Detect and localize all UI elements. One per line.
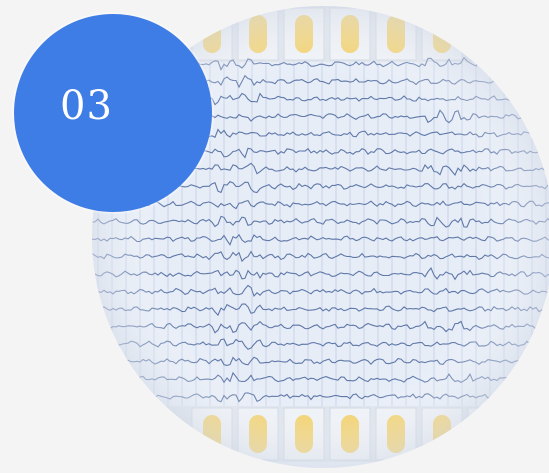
capsule-icon [525,15,543,53]
step-number-badge: 03 [14,14,212,212]
step-number: 03 [60,83,113,129]
capsule-icon [479,15,497,53]
capsule-icon [479,415,497,453]
capsule-icon [525,415,543,453]
